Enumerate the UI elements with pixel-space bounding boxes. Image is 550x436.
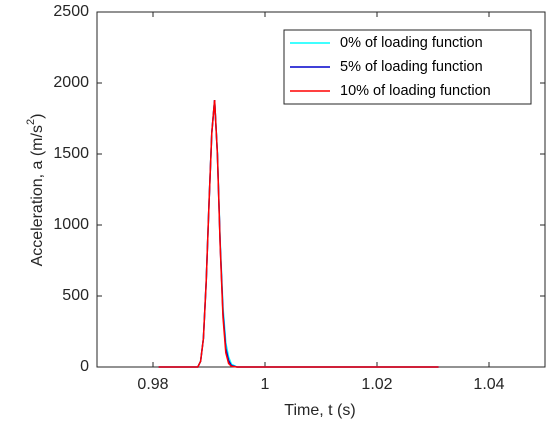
x-tick-label: 1.04	[473, 376, 504, 393]
x-axis-label: Time, t (s)	[284, 402, 355, 419]
x-tick-label: 0.98	[137, 376, 168, 393]
y-tick-label: 1000	[53, 216, 89, 233]
legend-label: 0% of loading function	[340, 35, 483, 51]
legend-label: 10% of loading function	[340, 83, 491, 99]
y-axis-label-end: )	[29, 114, 46, 119]
x-tick-label: 1	[261, 376, 270, 393]
y-tick-label: 1500	[53, 145, 89, 162]
y-tick-label: 2500	[53, 3, 89, 20]
x-tick-label: 1.02	[361, 376, 392, 393]
legend-label: 5% of loading function	[340, 59, 483, 75]
y-tick-label: 500	[62, 287, 89, 304]
line-series	[158, 99, 439, 368]
y-axis-label-main: Acceleration, a (m/s	[29, 125, 46, 266]
y-tick-label: 0	[80, 358, 89, 375]
y-axis-label: Acceleration, a (m/s2)	[25, 114, 46, 267]
y-tick-label: 2000	[53, 74, 89, 91]
y-axis-label-sup: 2	[25, 119, 37, 125]
